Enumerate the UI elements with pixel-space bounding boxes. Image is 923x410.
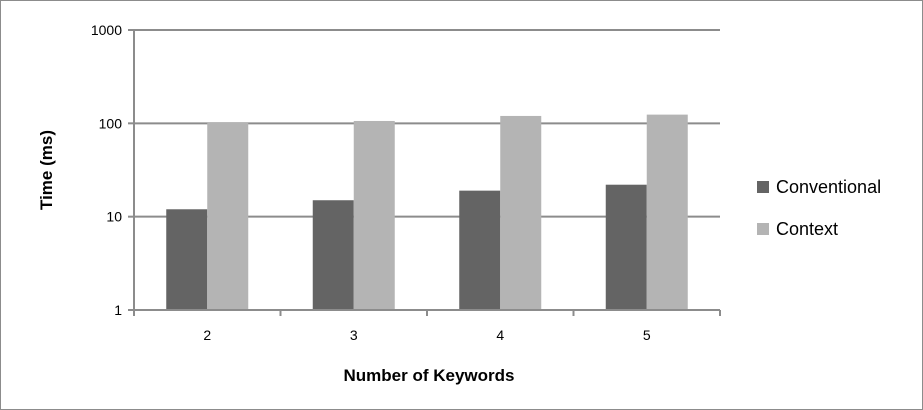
y-tick-label: 1000 xyxy=(91,22,122,38)
bar-conventional-4 xyxy=(459,190,501,310)
bar-context-3 xyxy=(353,120,395,310)
bar-conventional-2 xyxy=(166,209,208,310)
legend: Conventional Context xyxy=(757,177,881,239)
legend-label-context: Context xyxy=(776,219,838,239)
x-tick-label: 3 xyxy=(350,327,358,343)
axes xyxy=(128,29,721,316)
x-tick-label: 2 xyxy=(203,327,211,343)
bars xyxy=(166,114,688,310)
x-tick-label: 4 xyxy=(496,327,504,343)
y-axis-title: Time (ms) xyxy=(37,130,56,210)
bar-context-5 xyxy=(646,114,688,310)
bar-conventional-3 xyxy=(312,200,354,310)
y-tick-label: 100 xyxy=(99,115,123,131)
y-tick-label: 10 xyxy=(106,209,122,225)
bar-context-2 xyxy=(207,122,249,310)
tick-labels: 1 10 100 1000 2 3 4 5 xyxy=(91,22,651,343)
legend-label-conventional: Conventional xyxy=(776,177,881,197)
y-tick-label: 1 xyxy=(114,302,122,318)
legend-swatch-conventional xyxy=(757,181,769,193)
bar-conventional-5 xyxy=(605,184,647,310)
x-tick-label: 5 xyxy=(643,327,651,343)
bar-context-4 xyxy=(500,115,542,310)
x-axis-title: Number of Keywords xyxy=(344,366,515,385)
legend-swatch-context xyxy=(757,223,769,235)
